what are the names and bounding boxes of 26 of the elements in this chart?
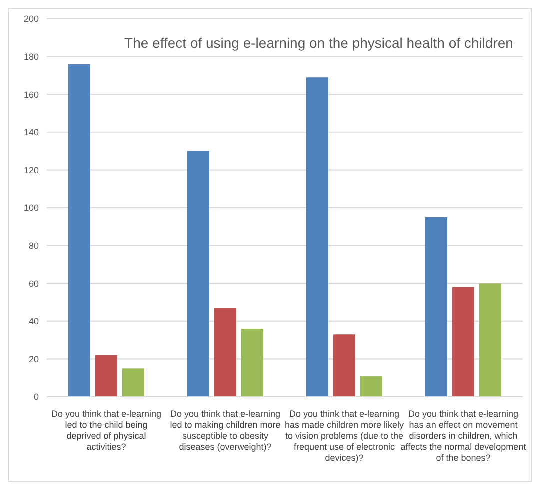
y-tick-label: 200 <box>24 14 39 24</box>
x-tick-label: Do you think that e-learning led to the child being deprived of physical activities? <box>51 409 162 452</box>
y-tick-label: 0 <box>34 392 39 402</box>
bar <box>214 308 236 397</box>
y-tick-label: 120 <box>24 165 39 176</box>
bar <box>425 217 448 397</box>
y-tick-label: 80 <box>28 240 39 251</box>
y-tick-label: 140 <box>24 128 39 138</box>
y-tick-label: 60 <box>28 278 39 289</box>
text: The effect of using e-learning on the physical health of children <box>124 35 514 51</box>
bar <box>452 287 474 397</box>
bar <box>68 64 90 397</box>
bar <box>187 151 210 397</box>
y-tick-label: 160 <box>24 90 39 100</box>
bar <box>479 284 502 397</box>
y-tick-label: 180 <box>24 52 39 62</box>
bar <box>122 368 144 397</box>
bar <box>306 78 328 397</box>
bar <box>241 328 264 397</box>
y-tick-label: 100 <box>24 203 39 214</box>
y-tick-label: 40 <box>28 316 39 327</box>
y-tick-label: 20 <box>28 354 39 364</box>
bar <box>95 355 118 397</box>
bar <box>360 376 382 397</box>
bar <box>333 334 356 397</box>
x-tick-label: Do you think that e-learning led to making children more susceptible to obesity diseases (overweight)? <box>170 409 281 452</box>
